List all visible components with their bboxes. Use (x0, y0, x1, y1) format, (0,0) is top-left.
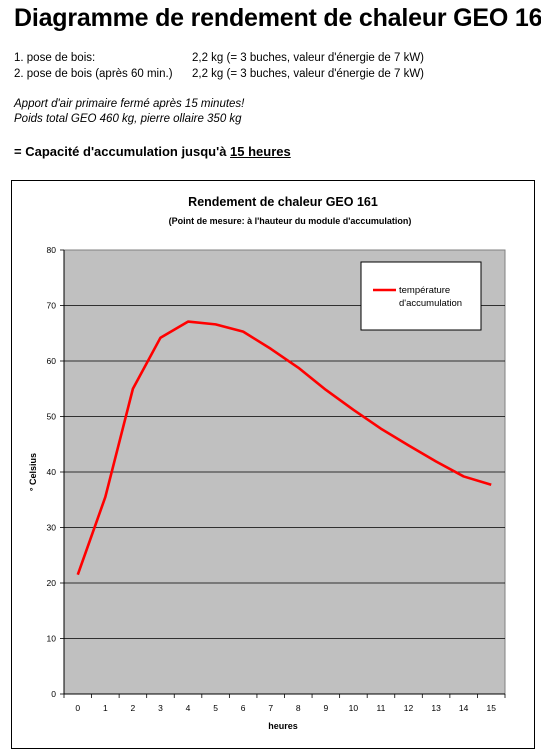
x-tick-label: 10 (349, 703, 359, 713)
x-tick-label: 6 (241, 703, 246, 713)
x-tick-label: 14 (459, 703, 469, 713)
x-tick-label: 15 (486, 703, 496, 713)
x-tick-label: 8 (296, 703, 301, 713)
y-tick-label: 20 (47, 578, 57, 588)
chart-subtitle: (Point de mesure: à l'hauteur du module … (169, 216, 412, 226)
chart-title: Rendement de chaleur GEO 161 (188, 195, 378, 209)
x-tick-label: 3 (158, 703, 163, 713)
x-tick-label: 11 (377, 703, 386, 713)
y-tick-label: 80 (47, 245, 57, 255)
x-tick-label: 7 (268, 703, 273, 713)
spec-value: 2,2 kg (= 3 buches, valeur d'énergie de … (192, 52, 425, 64)
capacity-prefix: = Capacité d'accumulation jusqu'à (14, 144, 231, 159)
x-tick-label: 2 (131, 703, 136, 713)
note-primary-air: Apport d'air primaire fermé après 15 min… (14, 98, 245, 110)
legend-label: température (399, 285, 450, 296)
y-axis-title: ° Celsius (28, 453, 38, 491)
capacity-statement: = Capacité d'accumulation jusqu'à 15 heu… (14, 144, 291, 159)
x-tick-label: 9 (323, 703, 328, 713)
y-tick-label: 40 (47, 467, 57, 477)
x-tick-label: 4 (186, 703, 191, 713)
page-title: Diagramme de rendement de chaleur GEO 16… (14, 4, 541, 32)
y-tick-label: 70 (47, 301, 57, 311)
x-tick-label: 13 (431, 703, 441, 713)
y-tick-label: 0 (51, 689, 56, 699)
spec-label: 1. pose de bois: (14, 52, 96, 64)
y-tick-label: 30 (47, 523, 57, 533)
x-tick-label: 1 (103, 703, 108, 713)
x-tick-label: 5 (213, 703, 218, 713)
y-tick-label: 10 (47, 634, 57, 644)
series-line-0 (76, 320, 492, 576)
x-tick-label: 12 (404, 703, 414, 713)
spec-value: 2,2 kg (= 3 buches, valeur d'énergie de … (192, 68, 425, 80)
note-total-weight: Poids total GEO 460 kg, pierre ollaire 3… (14, 113, 242, 125)
spec-label: 2. pose de bois (après 60 min.) (14, 68, 173, 80)
legend-label: d'accumulation (399, 298, 462, 309)
x-axis-title: heures (268, 721, 298, 731)
legend-box (360, 261, 482, 331)
capacity-highlight: 15 heures (230, 144, 291, 159)
y-tick-label: 50 (47, 412, 57, 422)
y-tick-label: 60 (47, 356, 57, 366)
x-tick-label: 0 (75, 703, 80, 713)
